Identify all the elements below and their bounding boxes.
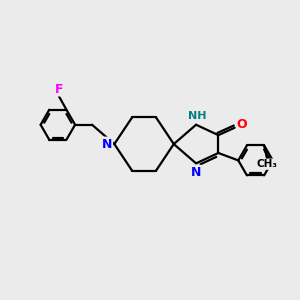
- Text: N: N: [191, 166, 201, 179]
- Text: N: N: [102, 138, 112, 151]
- Text: F: F: [55, 82, 63, 95]
- Text: O: O: [237, 118, 248, 131]
- Text: NH: NH: [188, 111, 207, 121]
- Text: CH₃: CH₃: [256, 159, 278, 169]
